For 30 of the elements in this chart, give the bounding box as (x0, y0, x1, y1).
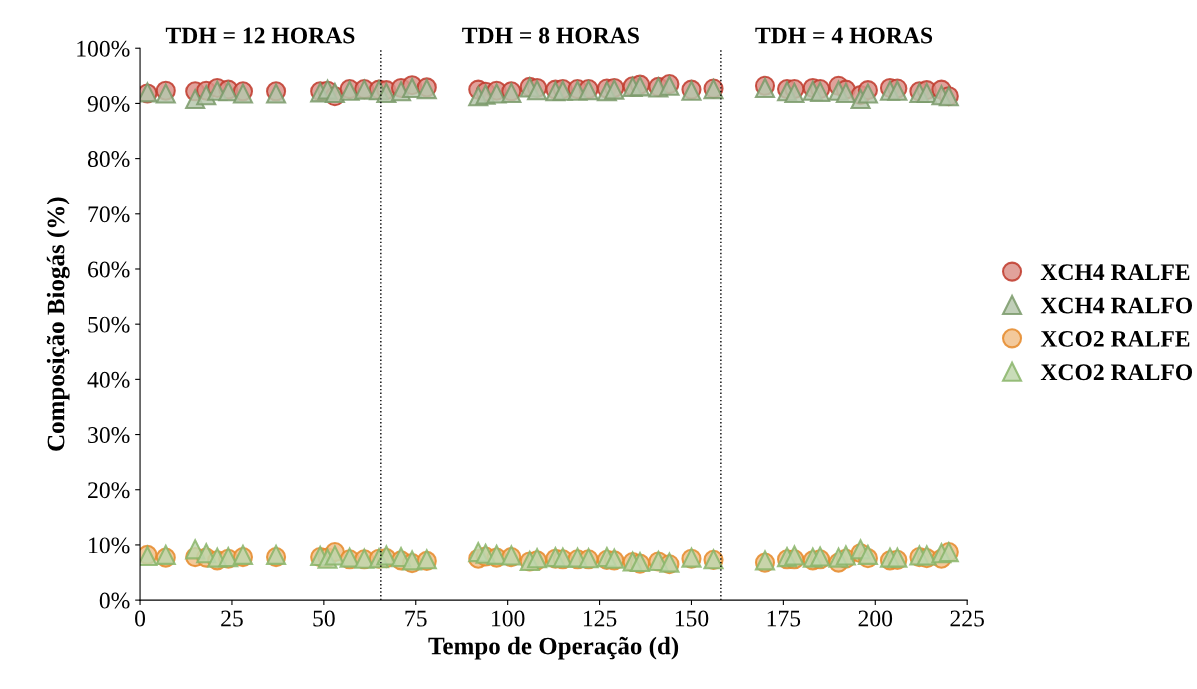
y-tick-label: 100% (77, 40, 130, 57)
x-tick-label: 225 (950, 610, 984, 627)
x-tick-label: 0 (135, 610, 146, 627)
y-tick-label: 60% (88, 261, 130, 278)
x-tick-label: 175 (767, 610, 801, 627)
x-tick-label: 100 (492, 610, 525, 627)
y-tick-label: 30% (88, 427, 130, 444)
y-axis-title: Composição Biogás (%) (46, 197, 70, 451)
x-tick-label: 125 (583, 610, 617, 627)
legend-label: XCO2 RALFE (1040, 330, 1190, 347)
legend-label: XCH4 RALFE (1040, 264, 1190, 281)
text: TDH = 4 HORAS (755, 27, 933, 44)
legend-label: XCH4 RALFO (1040, 297, 1193, 314)
x-axis-title: Tempo de Operação (d) (428, 636, 679, 660)
x-tick-label: 50 (313, 610, 335, 627)
y-tick-label: 40% (87, 371, 130, 388)
y-tick-label: 90% (87, 95, 130, 112)
y-tick-label: 0% (99, 592, 130, 609)
y-tick-label: 10% (89, 537, 130, 554)
text: TDH = 12 HORAS (165, 27, 355, 44)
x-tick-label: 25 (221, 610, 243, 627)
x-tick-label: 200 (858, 610, 893, 627)
y-tick-label: 20% (88, 482, 130, 499)
y-tick-label: 70% (88, 206, 130, 223)
x-tick-label: 75 (405, 610, 427, 627)
x-tick-label: 150 (675, 610, 709, 627)
text: TDH = 8 HORAS (462, 27, 639, 44)
y-tick-label: 50% (88, 316, 130, 333)
legend-label: XCO2 RALFO (1040, 364, 1193, 381)
y-tick-label: 80% (87, 151, 130, 168)
